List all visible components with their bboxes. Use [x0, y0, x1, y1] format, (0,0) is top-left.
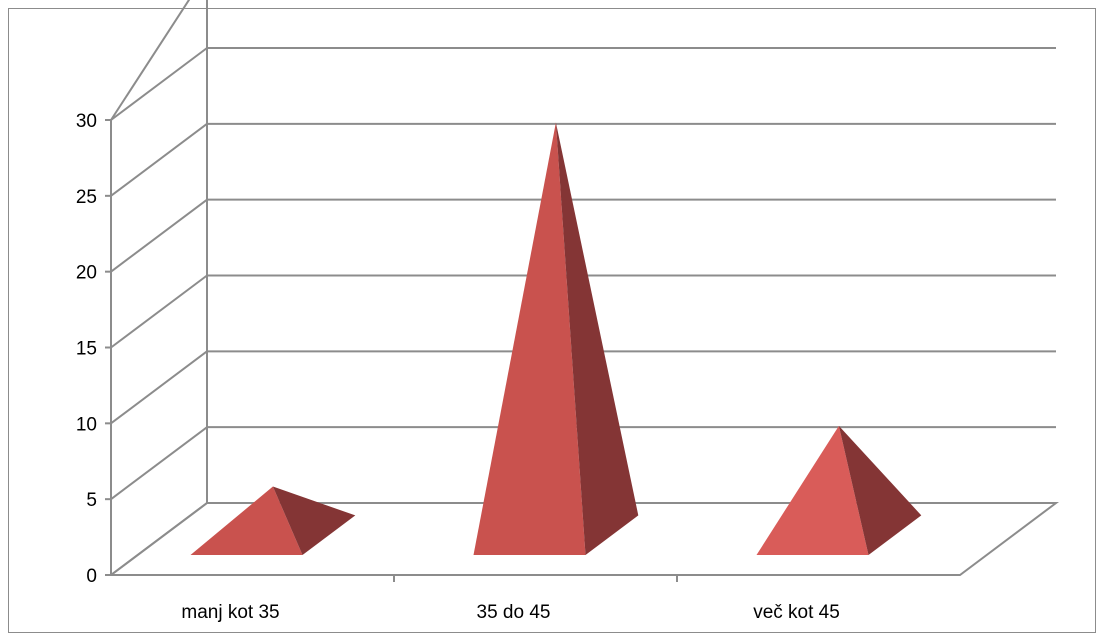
side-wall-line-5 [110, 426, 208, 500]
bar-front-face-2 [756, 425, 869, 555]
bar-front-face-0 [190, 486, 303, 555]
side-wall-line-20 [110, 198, 208, 273]
side-wall-line-30 [110, 47, 208, 121]
y-tick-label-30: 30 [76, 111, 97, 132]
y-tick-label-10: 10 [76, 414, 97, 435]
bar-side-face-1 [555, 122, 639, 556]
bar-side-face-0 [272, 486, 356, 555]
bar-0 [190, 486, 356, 555]
side-wall-line-10 [110, 350, 208, 425]
y-axis-ticks: 0 5 10 15 20 25 30 [76, 111, 678, 587]
bar-front-face-1 [473, 122, 586, 556]
chart-bars [190, 122, 922, 556]
side-wall-line-25 [110, 123, 208, 197]
y-tick-label-20: 20 [76, 263, 97, 284]
chart-walls [108, 0, 1059, 576]
side-wall-line-top [110, 0, 191, 121]
bar-1 [473, 122, 639, 556]
side-wall-line-15 [110, 274, 208, 349]
y-tick-label-0: 0 [86, 566, 97, 587]
y-tick-label-25: 25 [76, 187, 97, 208]
x-category-label-2: več kot 45 [753, 602, 840, 623]
bar-side-face-2 [838, 425, 922, 555]
x-category-label-1: 35 do 45 [477, 602, 551, 623]
y-tick-label-5: 5 [86, 490, 97, 511]
x-category-label-0: manj kot 35 [181, 602, 279, 623]
bar-2 [756, 425, 922, 555]
x-axis-categories: manj kot 35 35 do 45 več kot 45 [181, 602, 839, 623]
y-tick-label-15: 15 [76, 339, 97, 360]
